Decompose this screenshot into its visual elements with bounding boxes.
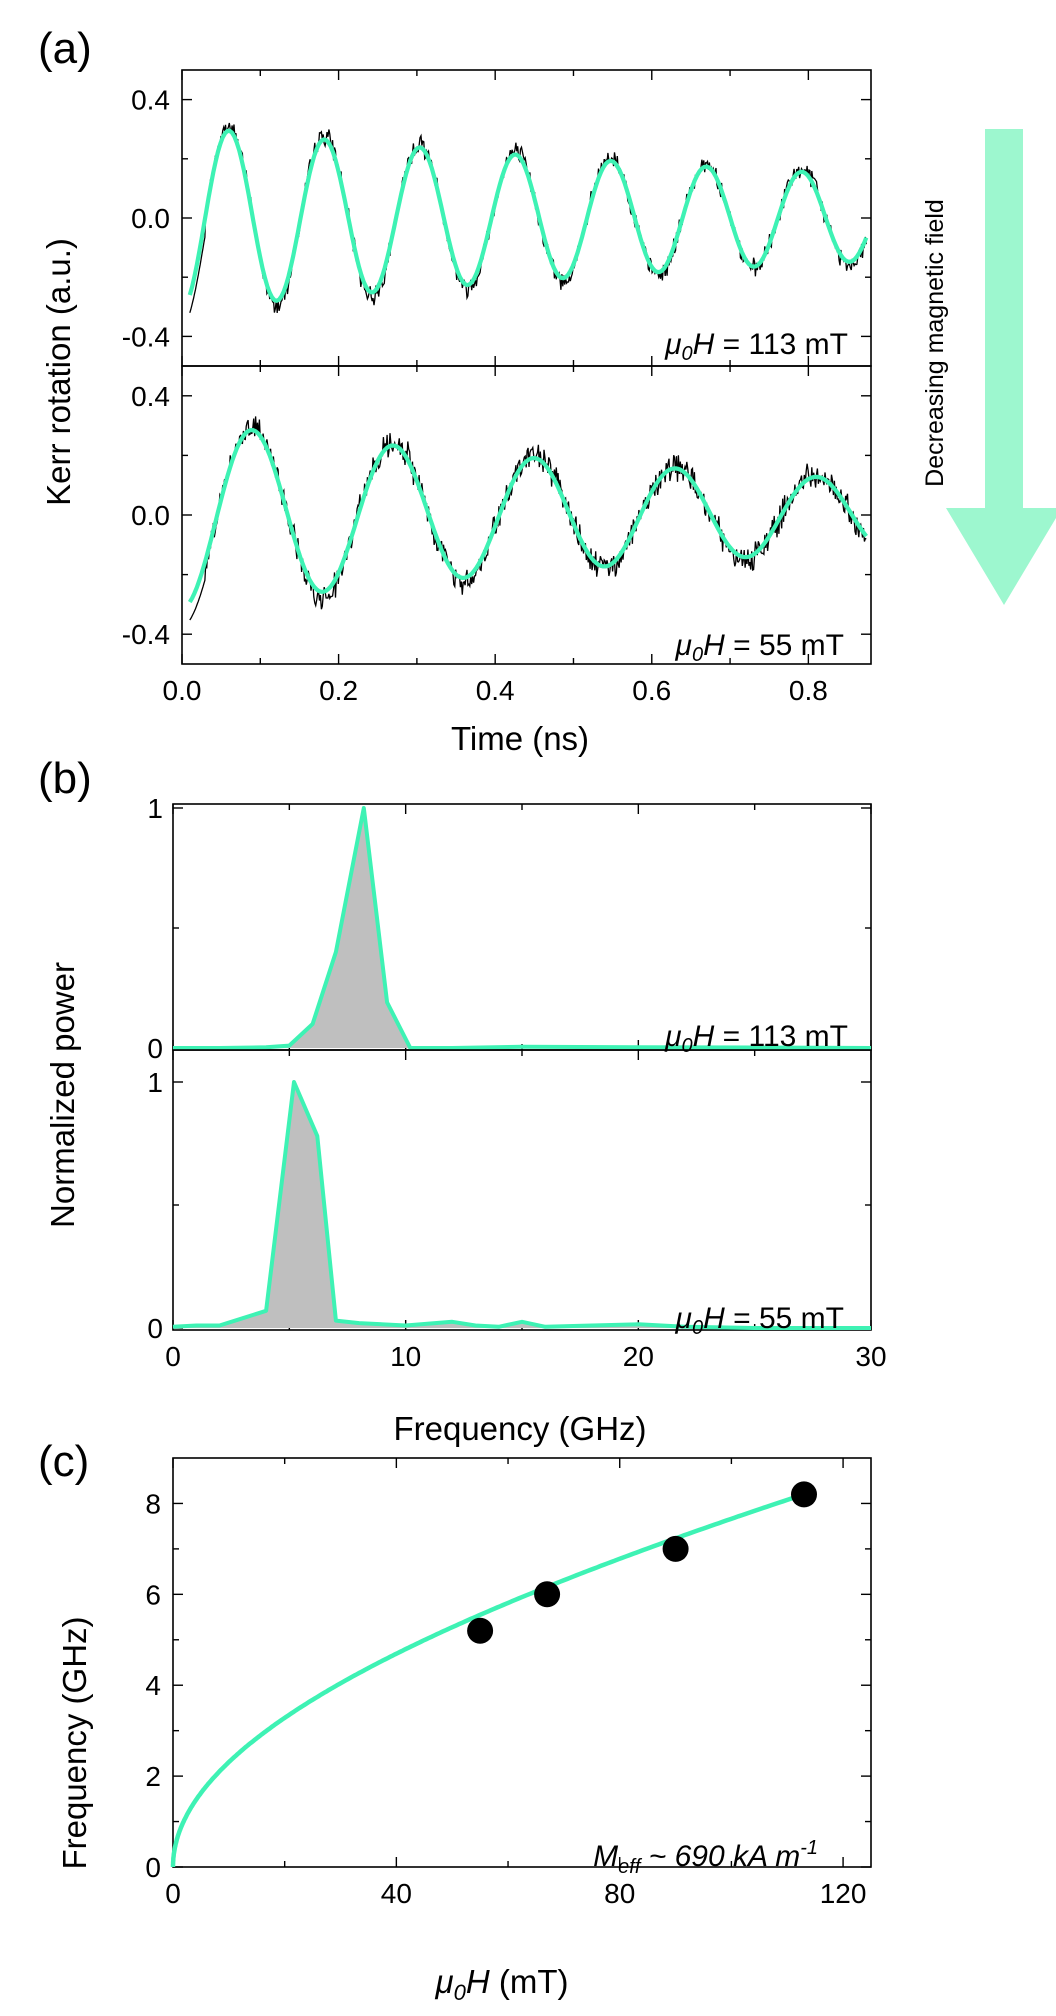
panel-c-x-tick-label: 80 bbox=[604, 1878, 635, 1909]
panel-a-bottom-x-tick-label: 0.8 bbox=[789, 675, 828, 706]
panel-a-y-title: Kerr rotation (a.u.) bbox=[40, 238, 77, 506]
panel-c-y-tick-label: 2 bbox=[145, 1761, 161, 1792]
panel-c-x-tick-label: 40 bbox=[381, 1878, 412, 1909]
panel-a-letter: (a) bbox=[38, 24, 92, 73]
panel-b-bottom-y-tick-label: 0 bbox=[147, 1313, 163, 1344]
panel-a-bottom-frame bbox=[181, 365, 872, 665]
panel-a-bottom-y-tick-label: 0.0 bbox=[131, 500, 170, 531]
panel-a-bottom-annotation: μ0H = 55 mT bbox=[675, 629, 844, 666]
panel-b-bottom-plot: 0 10 20 30 0 1 bbox=[147, 1049, 887, 1372]
panel-a-bottom-plot: 0.0 0.2 0.4 0.6 0.8 -0.4 0.0 0.4 bbox=[122, 365, 872, 706]
panel-c-y-tick-label: 8 bbox=[145, 1488, 161, 1519]
panel-b-bottom-x-tick-label: 20 bbox=[623, 1341, 654, 1372]
panel-a-bottom-data-trace bbox=[189, 416, 867, 621]
panel-a-bottom-y-tick-label: 0.4 bbox=[131, 381, 170, 412]
panel-a-top-frame bbox=[181, 69, 872, 367]
panel-a-top-fit-line bbox=[187, 128, 869, 304]
panel-b-top-y-tick-label: 0 bbox=[147, 1033, 163, 1064]
panel-b-top-annotation: μ0H = 113 mT bbox=[664, 1020, 848, 1057]
panel-a: (a) Kerr rotation (a.u.) Time (ns) -0.40… bbox=[38, 24, 872, 757]
panel-c-annotation: Meff ~ 690 kA m-1 bbox=[593, 1837, 818, 1878]
panel-b-y-title: Normalized power bbox=[44, 962, 81, 1228]
panel-a-bottom-x-tick-label: 0.4 bbox=[476, 675, 515, 706]
panel-b-letter: (b) bbox=[38, 754, 92, 803]
panel-c-plot: 0 40 80 120 0 2 4 6 8 bbox=[145, 1457, 872, 1909]
panel-c-data-point bbox=[467, 1617, 494, 1644]
arrow-shape bbox=[946, 129, 1056, 605]
panel-c-data-point bbox=[534, 1581, 561, 1608]
panel-b-bottom-x-tick-label: 30 bbox=[855, 1341, 886, 1372]
panel-b-bottom-y-tick-label: 1 bbox=[147, 1067, 163, 1098]
panel-c-frame bbox=[172, 1457, 872, 1868]
decreasing-field-arrow: Decreasing magnetic field bbox=[921, 129, 1056, 605]
panel-c-y-tick-label: 6 bbox=[145, 1579, 161, 1610]
panel-a-bottom-x-tick-label: 0.2 bbox=[319, 675, 358, 706]
panel-a-top-data-trace bbox=[189, 122, 867, 313]
panel-c-data-point bbox=[662, 1535, 689, 1562]
panel-b-top-frame bbox=[172, 803, 872, 1051]
panel-a-bottom-fit-line bbox=[187, 427, 868, 604]
panel-b-top-plot: 01 bbox=[147, 793, 872, 1064]
panel-a-bottom-x-tick-label: 0.6 bbox=[632, 675, 671, 706]
panel-a-top-y-tick-label: 0.4 bbox=[131, 85, 170, 116]
panel-c: (c) Frequency (GHz) μ0H (mT) 0 40 80 120 0 2 4… bbox=[38, 1437, 872, 2005]
panel-b-bottom-x-tick-label: 10 bbox=[390, 1341, 421, 1372]
panel-c-letter: (c) bbox=[38, 1437, 89, 1486]
panel-b-top-y-tick-label: 1 bbox=[147, 793, 163, 824]
panel-a-top-y-tick-label: 0.0 bbox=[131, 203, 170, 234]
panel-b: (b) Normalized power Frequency (GHz) 01 … bbox=[38, 754, 887, 1447]
panel-a-x-title: Time (ns) bbox=[451, 720, 589, 757]
panel-c-x-tick-label: 0 bbox=[165, 1878, 181, 1909]
panel-c-y-tick-label: 4 bbox=[145, 1670, 161, 1701]
panel-b-top-spectrum-line bbox=[173, 806, 872, 1050]
panel-c-y-title: Frequency (GHz) bbox=[56, 1616, 93, 1869]
panel-c-x-tick-label: 120 bbox=[820, 1878, 867, 1909]
panel-a-bottom-y-tick-label: -0.4 bbox=[122, 619, 170, 650]
panel-b-bottom-spectrum-line bbox=[172, 1080, 871, 1330]
panel-c-data-point bbox=[791, 1481, 817, 1508]
arrow-label: Decreasing magnetic field bbox=[921, 199, 949, 487]
panel-c-y-tick-label: 0 bbox=[145, 1852, 161, 1883]
panel-b-top-spectrum-fill bbox=[173, 808, 871, 1048]
panel-a-top-plot: -0.4 0.0 0.4 bbox=[122, 69, 872, 367]
panel-c-fit-curve bbox=[170, 1492, 805, 1867]
panel-a-bottom-x-tick-label: 0.0 bbox=[163, 675, 202, 706]
panel-b-x-title: Frequency (GHz) bbox=[393, 1410, 646, 1447]
panel-b-bottom-annotation: μ0H = 55 mT bbox=[675, 1302, 844, 1339]
panel-c-x-title: μ0H (mT) bbox=[435, 1963, 569, 2005]
panel-a-top-annotation: μ0H = 113 mT bbox=[664, 328, 848, 365]
panel-b-bottom-x-tick-label: 0 bbox=[165, 1341, 181, 1372]
panel-a-top-y-tick-label: -0.4 bbox=[122, 321, 170, 352]
panel-b-bottom-spectrum-fill bbox=[173, 1082, 871, 1328]
